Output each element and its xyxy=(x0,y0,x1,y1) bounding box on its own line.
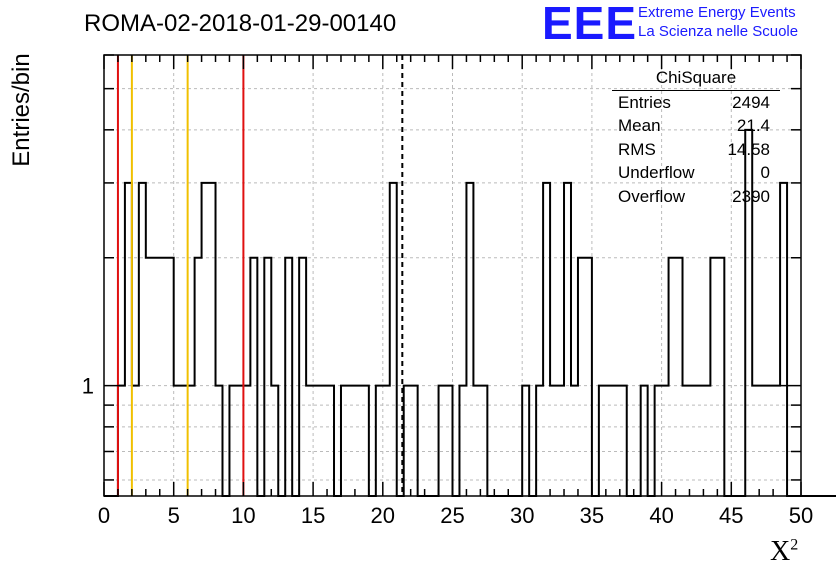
x-tick-label: 20 xyxy=(371,503,395,528)
logo-caption: Extreme Energy Events La Scienza nelle S… xyxy=(638,3,798,41)
logo-line-1: Extreme Energy Events xyxy=(638,4,796,21)
stats-box: ChiSquare Entries 2494 Mean 21.4 RMS 14.58 … xyxy=(612,66,780,208)
stats-row-mean: Mean 21.4 xyxy=(612,114,780,138)
histogram-series xyxy=(104,128,836,497)
chart-title: ROMA-02-2018-01-29-00140 xyxy=(84,10,397,37)
stats-title: ChiSquare xyxy=(612,66,780,91)
x-tick-label: 45 xyxy=(719,503,743,528)
eee-logo: EEE xyxy=(542,0,638,49)
x-tick-label: 5 xyxy=(168,503,180,528)
stats-row-rms: RMS 14.58 xyxy=(612,138,780,162)
stats-row-entries: Entries 2494 xyxy=(612,91,780,115)
stats-value: 21.4 xyxy=(736,116,770,135)
stats-label: Overflow xyxy=(618,186,686,206)
x-axis-title-base: X xyxy=(770,536,791,567)
stats-value: 2494 xyxy=(732,92,770,112)
x-tick-label: 30 xyxy=(510,503,534,528)
x-tick-label: 10 xyxy=(231,503,255,528)
reference-lines xyxy=(116,55,404,496)
x-tick-label: 25 xyxy=(440,503,464,528)
axis-ticks xyxy=(103,54,802,496)
x-axis-title: X2 xyxy=(770,536,798,568)
stats-value: 14.58 xyxy=(727,139,770,159)
stats-row-underflow: Underflow 0 xyxy=(612,161,780,185)
logo-line-2: La Scienza nelle Scuole xyxy=(638,23,799,40)
x-tick-label: 0 xyxy=(98,503,110,528)
x-axis-title-exponent: 2 xyxy=(790,536,799,554)
y-axis-title: Entries/bin xyxy=(8,53,35,167)
x-tick-label: 40 xyxy=(649,503,673,528)
y-tick-label: 1 xyxy=(82,374,94,399)
tick-labels: 0 5 10 15 20 25 30 35 40 45 50 1 xyxy=(82,374,813,528)
stats-row-overflow: Overflow 2390 xyxy=(612,185,780,209)
stats-label: RMS xyxy=(618,139,656,159)
x-tick-label: 15 xyxy=(301,503,325,528)
stats-value: 2390 xyxy=(732,186,770,206)
x-tick-label: 50 xyxy=(789,503,813,528)
histogram-outline xyxy=(104,128,836,497)
x-tick-label: 35 xyxy=(580,503,604,528)
stats-value: 0 xyxy=(760,163,770,182)
stats-label: Mean xyxy=(618,116,661,135)
stats-label: Underflow xyxy=(618,163,695,182)
stats-label: Entries xyxy=(618,92,671,112)
